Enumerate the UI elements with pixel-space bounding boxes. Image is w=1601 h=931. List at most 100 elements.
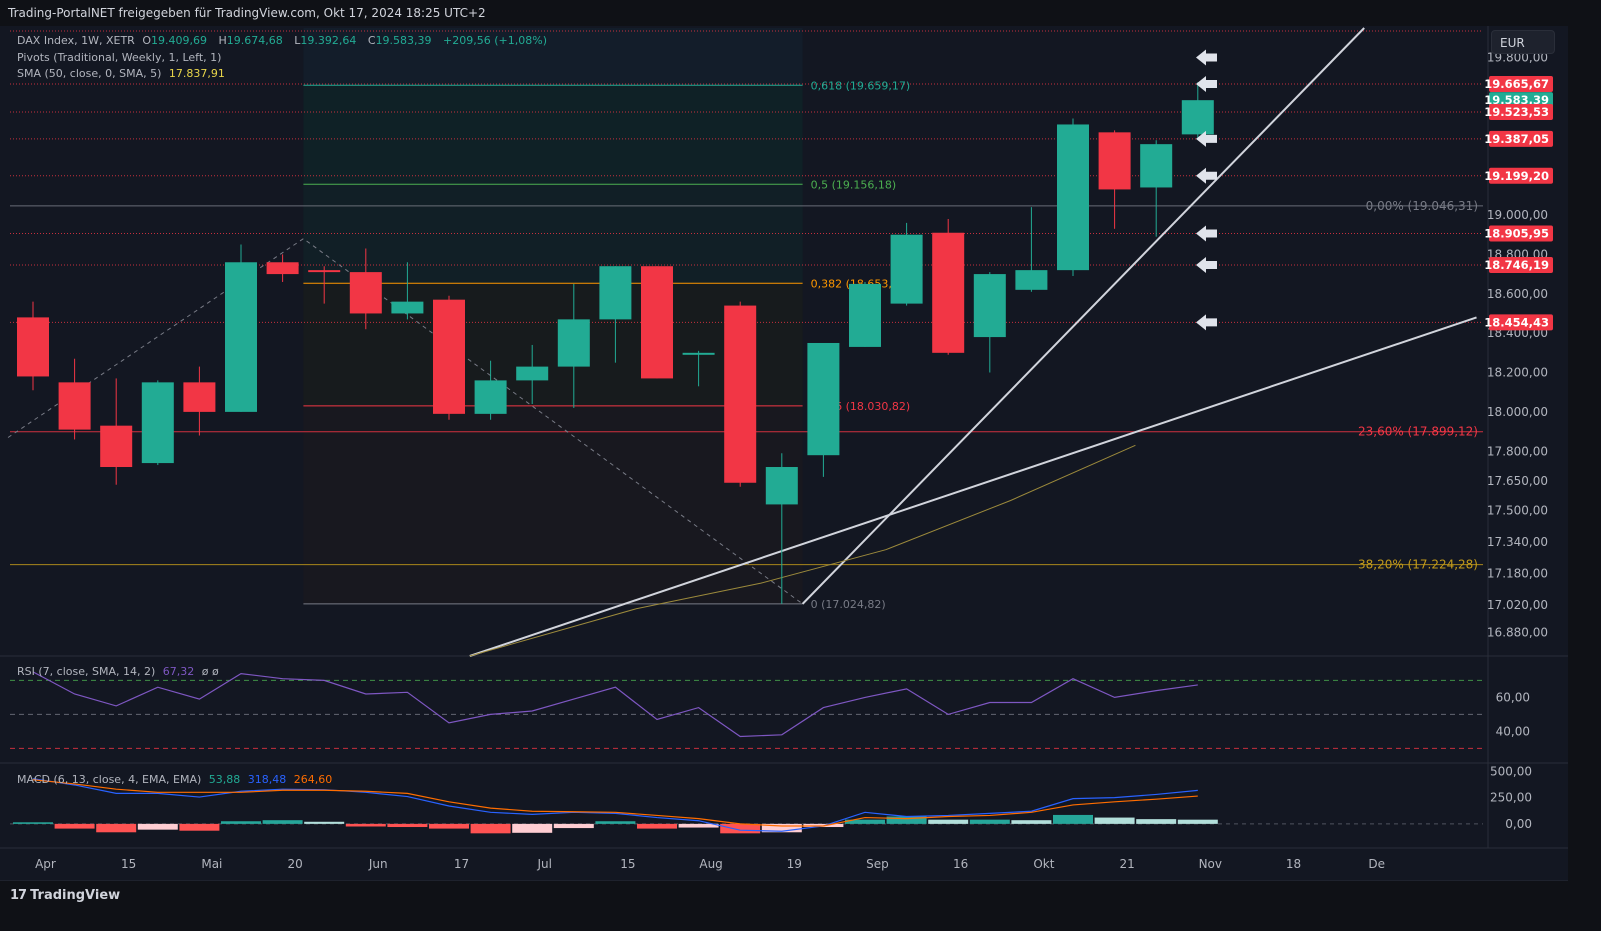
macd-histogram-bar bbox=[137, 823, 178, 830]
macd-histogram-bar bbox=[595, 821, 636, 824]
price-label-text: 18.746,19 bbox=[1484, 258, 1549, 272]
macd-histogram-bar bbox=[345, 823, 386, 827]
sma-legend-value: 17.837,91 bbox=[168, 67, 225, 80]
rsi-legend-label: RSI (7, close, SMA, 14, 2) bbox=[17, 665, 156, 678]
time-tick-label: Aug bbox=[699, 857, 722, 871]
price-label-text: 19.523,53 bbox=[1484, 105, 1549, 119]
macd-histogram-bar bbox=[761, 823, 802, 833]
macd-legend-signal: 318,48 bbox=[247, 773, 287, 786]
macd-histogram-bar bbox=[845, 819, 885, 824]
price-tick-label: 19.000,00 bbox=[1487, 208, 1548, 222]
candle-body bbox=[100, 425, 133, 468]
price-label-text: 19.387,05 bbox=[1484, 132, 1549, 146]
trend-line bbox=[469, 316, 1477, 657]
chart-backdrop-layer bbox=[0, 26, 1568, 849]
candle-body bbox=[1140, 144, 1173, 188]
macd-histogram-bar bbox=[678, 823, 719, 828]
macd-histogram-bar bbox=[304, 821, 345, 824]
macd-histogram-bar bbox=[969, 819, 1010, 824]
legend-close: C19.583,39 bbox=[368, 34, 436, 47]
time-tick-label: 20 bbox=[287, 857, 302, 871]
candle-body bbox=[141, 382, 174, 464]
candle-body bbox=[225, 262, 257, 412]
candle-body bbox=[1181, 100, 1214, 135]
candle-body bbox=[349, 272, 382, 314]
tradingview-logo[interactable]: 17 TradingView bbox=[10, 888, 120, 903]
candle-body bbox=[183, 382, 216, 412]
macd-histogram-bar bbox=[96, 823, 137, 833]
macd-legend-label: MACD (6, 13, close, 4, EMA, EMA) bbox=[17, 773, 202, 786]
time-axis[interactable]: Apr 15 Mai 20 Jun 17 Jul 15 Aug 19 Sep 16 Okt 21 Nov 18… bbox=[35, 857, 1385, 871]
time-tick-label: Jun bbox=[368, 857, 388, 871]
left-arrow-icon bbox=[1196, 167, 1217, 184]
rsi-legend-value: 67,32 bbox=[162, 665, 195, 678]
tradingview-logo-text: TradingView bbox=[30, 888, 121, 903]
price-label-box bbox=[1489, 130, 1553, 147]
macd-histogram-bar bbox=[553, 823, 594, 829]
candle-body bbox=[557, 319, 590, 367]
legend-change: +209,56 (+1,08%) bbox=[443, 34, 547, 47]
candle-body bbox=[641, 266, 673, 379]
time-tick-label: 15 bbox=[620, 857, 635, 871]
candle-body bbox=[433, 299, 465, 414]
sma-line bbox=[469, 444, 1136, 657]
left-arrow-icon bbox=[1196, 314, 1217, 331]
price-label-box bbox=[1489, 167, 1553, 184]
rsi-legend[interactable]: RSI (7, close, SMA, 14, 2) 67,32 ø ø bbox=[17, 665, 223, 678]
chart-canvas[interactable]: 0,00% (19.046,31) 23,60% (17.899,12) 38,20… bbox=[0, 0, 1568, 880]
price-label-box bbox=[1489, 314, 1553, 331]
macd-histogram-bar bbox=[720, 823, 761, 834]
price-tick-label: 17.800,00 bbox=[1487, 444, 1548, 458]
price-label-text: 19.199,20 bbox=[1484, 169, 1549, 183]
candle-body bbox=[391, 301, 424, 314]
macd-tick-label: 500,00 bbox=[1490, 764, 1532, 778]
fib-retracement-label: 0,5 (19.156,18) bbox=[811, 178, 897, 191]
candle-body bbox=[516, 366, 549, 381]
left-arrow-icon bbox=[1196, 256, 1217, 273]
price-tick-label: 17.500,00 bbox=[1487, 503, 1548, 517]
macd-histogram-bar bbox=[1094, 817, 1135, 824]
price-tick-label: 17.340,00 bbox=[1487, 535, 1548, 549]
price-label-text: 18.454,43 bbox=[1484, 315, 1549, 329]
candle-body bbox=[1098, 132, 1131, 190]
macd-histogram-bar bbox=[54, 823, 95, 829]
candle-body bbox=[266, 262, 299, 275]
price-label-text: 18.905,95 bbox=[1484, 227, 1549, 241]
footer-bar: 17 TradingView bbox=[0, 880, 1568, 913]
candle-body bbox=[17, 317, 49, 377]
fib-swing-path bbox=[7, 238, 803, 605]
time-tick-label: Jul bbox=[536, 857, 551, 871]
macd-histogram-bar bbox=[1177, 819, 1218, 824]
candle-body bbox=[682, 352, 715, 355]
tradingview-logo-icon: 17 bbox=[10, 888, 27, 903]
macd-tick-label: 0,00 bbox=[1505, 817, 1532, 831]
trend-line bbox=[801, 27, 1365, 605]
main-legend[interactable]: DAX Index, 1W, XETR O19.409,69 H19.674,6… bbox=[17, 34, 551, 47]
price-label-box bbox=[1489, 103, 1553, 120]
rsi-line bbox=[32, 671, 1198, 738]
price-tick-label: 18.000,00 bbox=[1487, 405, 1548, 419]
price-label-text: 19.583,39 bbox=[1484, 93, 1549, 107]
macd-histogram-bar bbox=[512, 823, 553, 833]
sma-legend[interactable]: SMA (50, close, 0, SMA, 5) 17.837,91 bbox=[17, 67, 229, 80]
legend-high-value: 19.674,68 bbox=[226, 34, 283, 47]
candle-body bbox=[599, 266, 632, 320]
price-axis[interactable]: 19.800,0019.000,0018.800,0018.600,0018.4… bbox=[1484, 51, 1553, 640]
macd-histogram-bar bbox=[429, 823, 469, 829]
time-tick-label: 21 bbox=[1119, 857, 1134, 871]
fib-retracement-label: 0 (17.024,82) bbox=[811, 598, 886, 611]
macd-legend[interactable]: MACD (6, 13, close, 4, EMA, EMA) 53,88 3… bbox=[17, 773, 336, 786]
pivots-legend[interactable]: Pivots (Traditional, Weekly, 1, Left, 1) bbox=[17, 51, 222, 64]
price-tick-label: 17.180,00 bbox=[1487, 566, 1548, 580]
currency-selector[interactable]: EUR bbox=[1491, 30, 1555, 54]
macd-histogram-bar bbox=[1053, 814, 1093, 824]
time-tick-label: De bbox=[1368, 857, 1385, 871]
candle-body bbox=[849, 283, 881, 347]
price-tick-label: 16.880,00 bbox=[1487, 625, 1548, 639]
candle-body bbox=[474, 380, 507, 414]
legend-open: O19.409,69 bbox=[142, 34, 211, 47]
candle-body bbox=[58, 382, 91, 430]
candles-layer bbox=[17, 82, 1214, 604]
left-arrow-icon bbox=[1196, 130, 1217, 147]
legend-high: H19.674,68 bbox=[218, 34, 286, 47]
